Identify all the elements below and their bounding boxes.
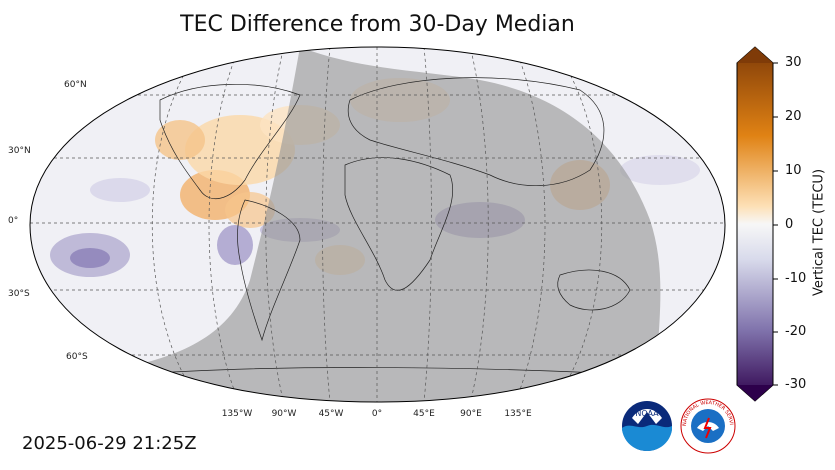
lat-label: 0° bbox=[8, 216, 19, 226]
coastlines bbox=[129, 77, 641, 376]
colorbar-tick: -20 bbox=[785, 324, 807, 339]
colorbar bbox=[736, 46, 778, 402]
lon-label: 0° bbox=[371, 409, 383, 419]
lon-label: 45°W bbox=[318, 409, 344, 419]
lon-label: 135°E bbox=[504, 409, 532, 419]
lat-label: 30°S bbox=[8, 289, 30, 299]
night-terminator bbox=[110, 47, 661, 402]
colorbar-label: Vertical TEC (TECU) bbox=[811, 168, 827, 297]
colorbar-tick: -30 bbox=[785, 377, 807, 392]
colorbar-tick: 20 bbox=[785, 109, 802, 124]
map-title: TEC Difference from 30-Day Median bbox=[180, 12, 575, 37]
lon-label: 90°W bbox=[271, 409, 297, 419]
timestamp: 2025-06-29 21:25Z bbox=[22, 433, 197, 454]
noaa-logo: NOAA bbox=[622, 401, 672, 451]
noaa-logo-text: NOAA bbox=[635, 409, 659, 418]
globe-field bbox=[30, 47, 725, 402]
lon-label: 135°W bbox=[221, 409, 253, 419]
lat-label: 60°N bbox=[64, 80, 87, 90]
lat-label: 30°N bbox=[8, 146, 31, 156]
colorbar-tick: 30 bbox=[785, 55, 802, 70]
lon-label: 90°E bbox=[460, 409, 482, 419]
globe-outline bbox=[29, 46, 726, 403]
lat-label: 60°S bbox=[66, 352, 88, 362]
nws-logo: NATIONAL WEATHER SERVICE bbox=[680, 398, 736, 454]
lon-label: 45°E bbox=[413, 409, 435, 419]
colorbar-tick: -10 bbox=[785, 271, 807, 286]
colorbar-tick: 10 bbox=[785, 163, 802, 178]
graticule bbox=[30, 47, 725, 402]
colorbar-tick: 0 bbox=[785, 217, 794, 232]
